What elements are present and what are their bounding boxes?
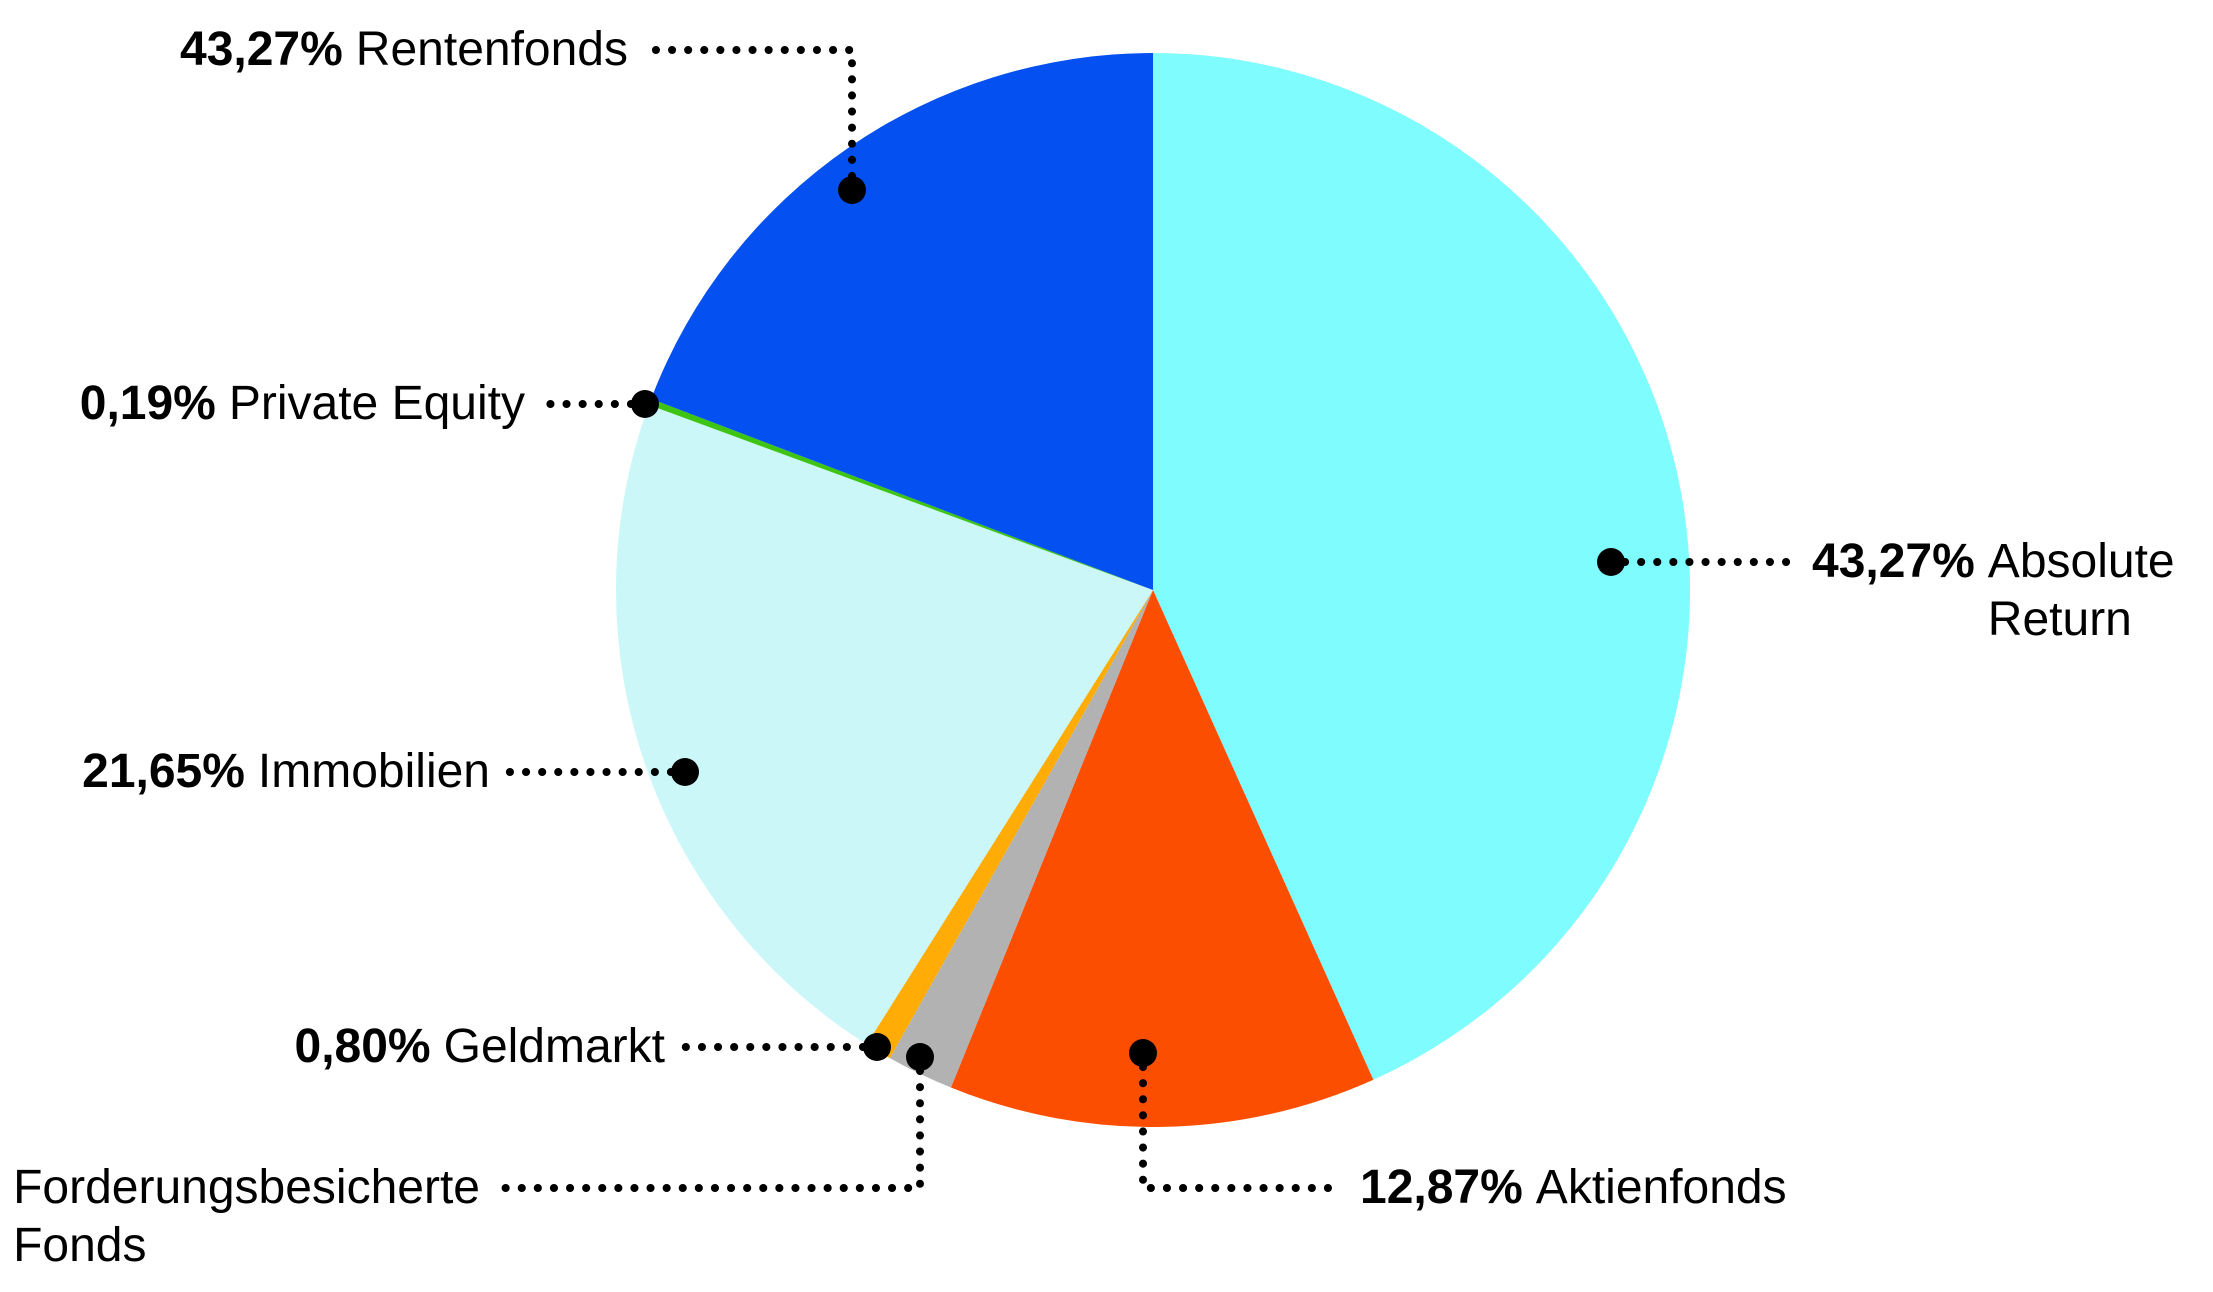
callout-label-immobilien: 21,65% Immobilien: [82, 743, 490, 801]
slice-name-label: Immobilien: [257, 745, 490, 798]
pie-slice-absolute-return: [1153, 52, 1691, 1080]
callout-dot-geldmarkt: [863, 1033, 891, 1061]
callout-dot-absolute-return: [1597, 548, 1625, 576]
callout-label-forderungsbesicherte-fonds: 2,01%Forderungsbesicherte Fonds: [0, 1159, 480, 1275]
pie-slice-aktienfonds: [950, 590, 1374, 1128]
slice-percent-label: 43,27%: [180, 23, 343, 76]
slice-name-label: Geldmarkt: [443, 1020, 665, 1073]
callout-dot-aktienfonds: [1129, 1039, 1157, 1067]
pie-slice-geldmarkt: [866, 590, 1153, 1059]
slice-name-label: Private Equity: [228, 377, 525, 430]
callout-label-aktienfonds: 12,87% Aktienfonds: [1360, 1159, 1787, 1217]
slice-percent-label: 21,65%: [82, 745, 245, 798]
slice-percent-label: 43,27%: [1812, 535, 1975, 588]
callout-label-private-equity: 0,19% Private Equity: [80, 375, 525, 433]
callout-label-absolute-return: 43,27% Absolute Return: [1812, 533, 2175, 649]
callout-dot-private-equity: [631, 390, 659, 418]
slice-name-label: Rentenfonds: [355, 23, 628, 76]
pie-slice-rentenfonds: [651, 53, 1153, 590]
callout-dot-immobilien: [671, 758, 699, 786]
callout-leader-rentenfonds: [636, 46, 856, 180]
pie-slice-private-equity: [648, 398, 1153, 590]
slice-percent-label: 0,19%: [79, 377, 216, 430]
slice-name-label: Forderungsbesicherte Fonds: [13, 1161, 480, 1272]
callout-dot-forderungsbesicherte-fonds: [906, 1043, 934, 1071]
callout-label-rentenfonds: 43,27% Rentenfonds: [180, 21, 628, 79]
callout-label-geldmarkt: 0,80% Geldmarkt: [295, 1018, 666, 1076]
callout-leader-forderungsbesicherte-fonds: [488, 1067, 924, 1192]
slice-name-label: Absolute Return: [1987, 535, 2175, 646]
slice-percent-label: 12,87%: [1360, 1161, 1523, 1214]
pie-slice-forderungsbesicherte-fonds: [889, 590, 1153, 1088]
pie-slice-immobilien: [616, 404, 1153, 1045]
callout-dot-rentenfonds: [838, 176, 866, 204]
slice-percent-label: 0,80%: [294, 1020, 431, 1073]
slice-name-label: Aktienfonds: [1535, 1161, 1787, 1214]
